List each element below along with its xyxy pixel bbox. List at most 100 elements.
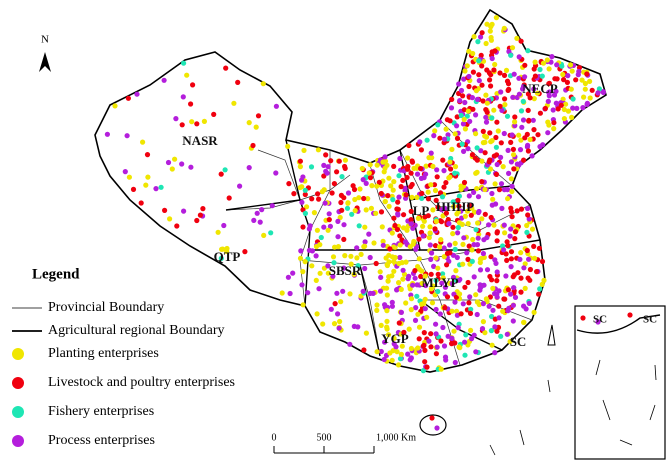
enterprise-dot xyxy=(474,96,481,102)
enterprise-dot xyxy=(550,107,556,113)
enterprise-dot xyxy=(449,341,455,347)
enterprise-dot xyxy=(461,148,467,154)
enterprise-dot xyxy=(469,336,475,342)
enterprise-dot xyxy=(478,148,484,154)
enterprise-dot xyxy=(456,277,462,283)
enterprise-dot xyxy=(473,349,479,355)
enterprise-dot xyxy=(435,265,441,271)
enterprise-dot xyxy=(524,247,530,254)
enterprise-dot xyxy=(215,229,221,235)
enterprise-dot xyxy=(438,237,444,243)
enterprise-dot xyxy=(456,344,462,350)
enterprise-dot xyxy=(508,291,514,297)
enterprise-dot xyxy=(367,175,374,181)
enterprise-dot xyxy=(336,325,342,331)
region-label: MLYP xyxy=(421,275,458,290)
enterprise-dot xyxy=(466,193,472,199)
enterprise-dot xyxy=(514,35,520,42)
enterprise-dot xyxy=(467,294,473,300)
enterprise-dot xyxy=(479,326,486,332)
region-labels: NASR NECP HHHP LP QTP SBSR MLYP YGP SC SC SC xyxy=(182,81,657,349)
enterprise-dot xyxy=(197,212,203,218)
legend-swatch xyxy=(12,348,24,360)
enterprise-dot xyxy=(421,218,427,224)
enterprise-dot xyxy=(488,328,494,334)
enterprise-dot xyxy=(449,335,455,341)
enterprise-dot xyxy=(468,212,474,218)
enterprise-dot xyxy=(396,260,402,267)
enterprise-dot xyxy=(180,94,186,100)
enterprise-dot xyxy=(460,121,466,127)
enterprise-dot xyxy=(400,276,406,282)
enterprise-dot xyxy=(545,130,551,136)
enterprise-dot xyxy=(424,364,430,370)
enterprise-dot xyxy=(398,184,404,190)
enterprise-dot xyxy=(499,205,505,211)
enterprise-dot xyxy=(469,258,475,264)
enterprise-dot xyxy=(380,238,386,244)
enterprise-dot xyxy=(427,224,433,230)
enterprise-dot xyxy=(331,321,338,327)
enterprise-dot xyxy=(400,267,406,273)
enterprise-dot xyxy=(409,194,415,200)
enterprise-dot xyxy=(445,333,451,339)
inset-dashes xyxy=(489,359,657,456)
enterprise-dot xyxy=(337,318,343,325)
enterprise-dot xyxy=(500,308,506,314)
enterprise-dot xyxy=(223,65,229,71)
enterprise-dot xyxy=(509,45,516,51)
enterprise-dot xyxy=(194,121,200,127)
enterprise-dot xyxy=(479,82,485,88)
enterprise-dot xyxy=(517,256,523,262)
enterprise-dot xyxy=(408,296,415,302)
enterprise-dot xyxy=(518,206,525,212)
enterprise-dot xyxy=(476,231,482,237)
enterprise-dot xyxy=(464,63,470,69)
enterprise-dot xyxy=(373,260,379,267)
enterprise-dot xyxy=(467,118,473,124)
enterprise-dot xyxy=(352,208,358,214)
enterprise-dot xyxy=(391,215,397,221)
enterprise-dot xyxy=(560,71,566,78)
enterprise-dot xyxy=(279,290,285,296)
enterprise-dot xyxy=(201,118,207,124)
enterprise-dot xyxy=(512,123,518,129)
enterprise-dot xyxy=(418,147,424,153)
enterprise-dot xyxy=(388,183,394,189)
enterprise-dot xyxy=(532,59,538,65)
legend-item-label: Fishery enterprises xyxy=(48,404,154,419)
enterprise-dot xyxy=(508,52,514,58)
enterprise-dot xyxy=(309,263,315,269)
enterprise-dot xyxy=(441,136,448,142)
enterprise-dot xyxy=(158,184,164,190)
enterprise-dot xyxy=(437,190,444,196)
enterprise-dot xyxy=(297,158,303,164)
enterprise-dot xyxy=(391,335,397,341)
enterprise-dot xyxy=(381,356,387,363)
enterprise-dot xyxy=(441,254,447,260)
enterprise-dot xyxy=(518,289,524,295)
enterprise-dot xyxy=(505,287,511,293)
enterprise-dot xyxy=(355,263,361,269)
enterprise-dot xyxy=(408,221,415,227)
enterprise-dot xyxy=(345,190,352,196)
enterprise-dot xyxy=(413,305,419,311)
enterprise-dot xyxy=(493,144,499,150)
enterprise-dot xyxy=(124,133,130,139)
enterprise-dot xyxy=(235,79,241,85)
enterprise-dot xyxy=(347,341,353,347)
enterprise-dot xyxy=(440,271,446,277)
enterprise-dot xyxy=(442,305,448,311)
enterprise-dot xyxy=(505,187,511,193)
enterprise-dot xyxy=(286,181,292,187)
enterprise-dot xyxy=(125,95,131,101)
enterprise-dot xyxy=(520,117,527,123)
enterprise-dot xyxy=(444,250,451,256)
enterprise-dot xyxy=(419,301,425,307)
legend-swatch xyxy=(12,406,24,418)
enterprise-dot xyxy=(431,133,437,139)
enterprise-dot xyxy=(488,72,494,78)
enterprise-dot xyxy=(534,269,540,275)
enterprise-dot xyxy=(565,73,571,79)
enterprise-dot xyxy=(442,354,449,360)
